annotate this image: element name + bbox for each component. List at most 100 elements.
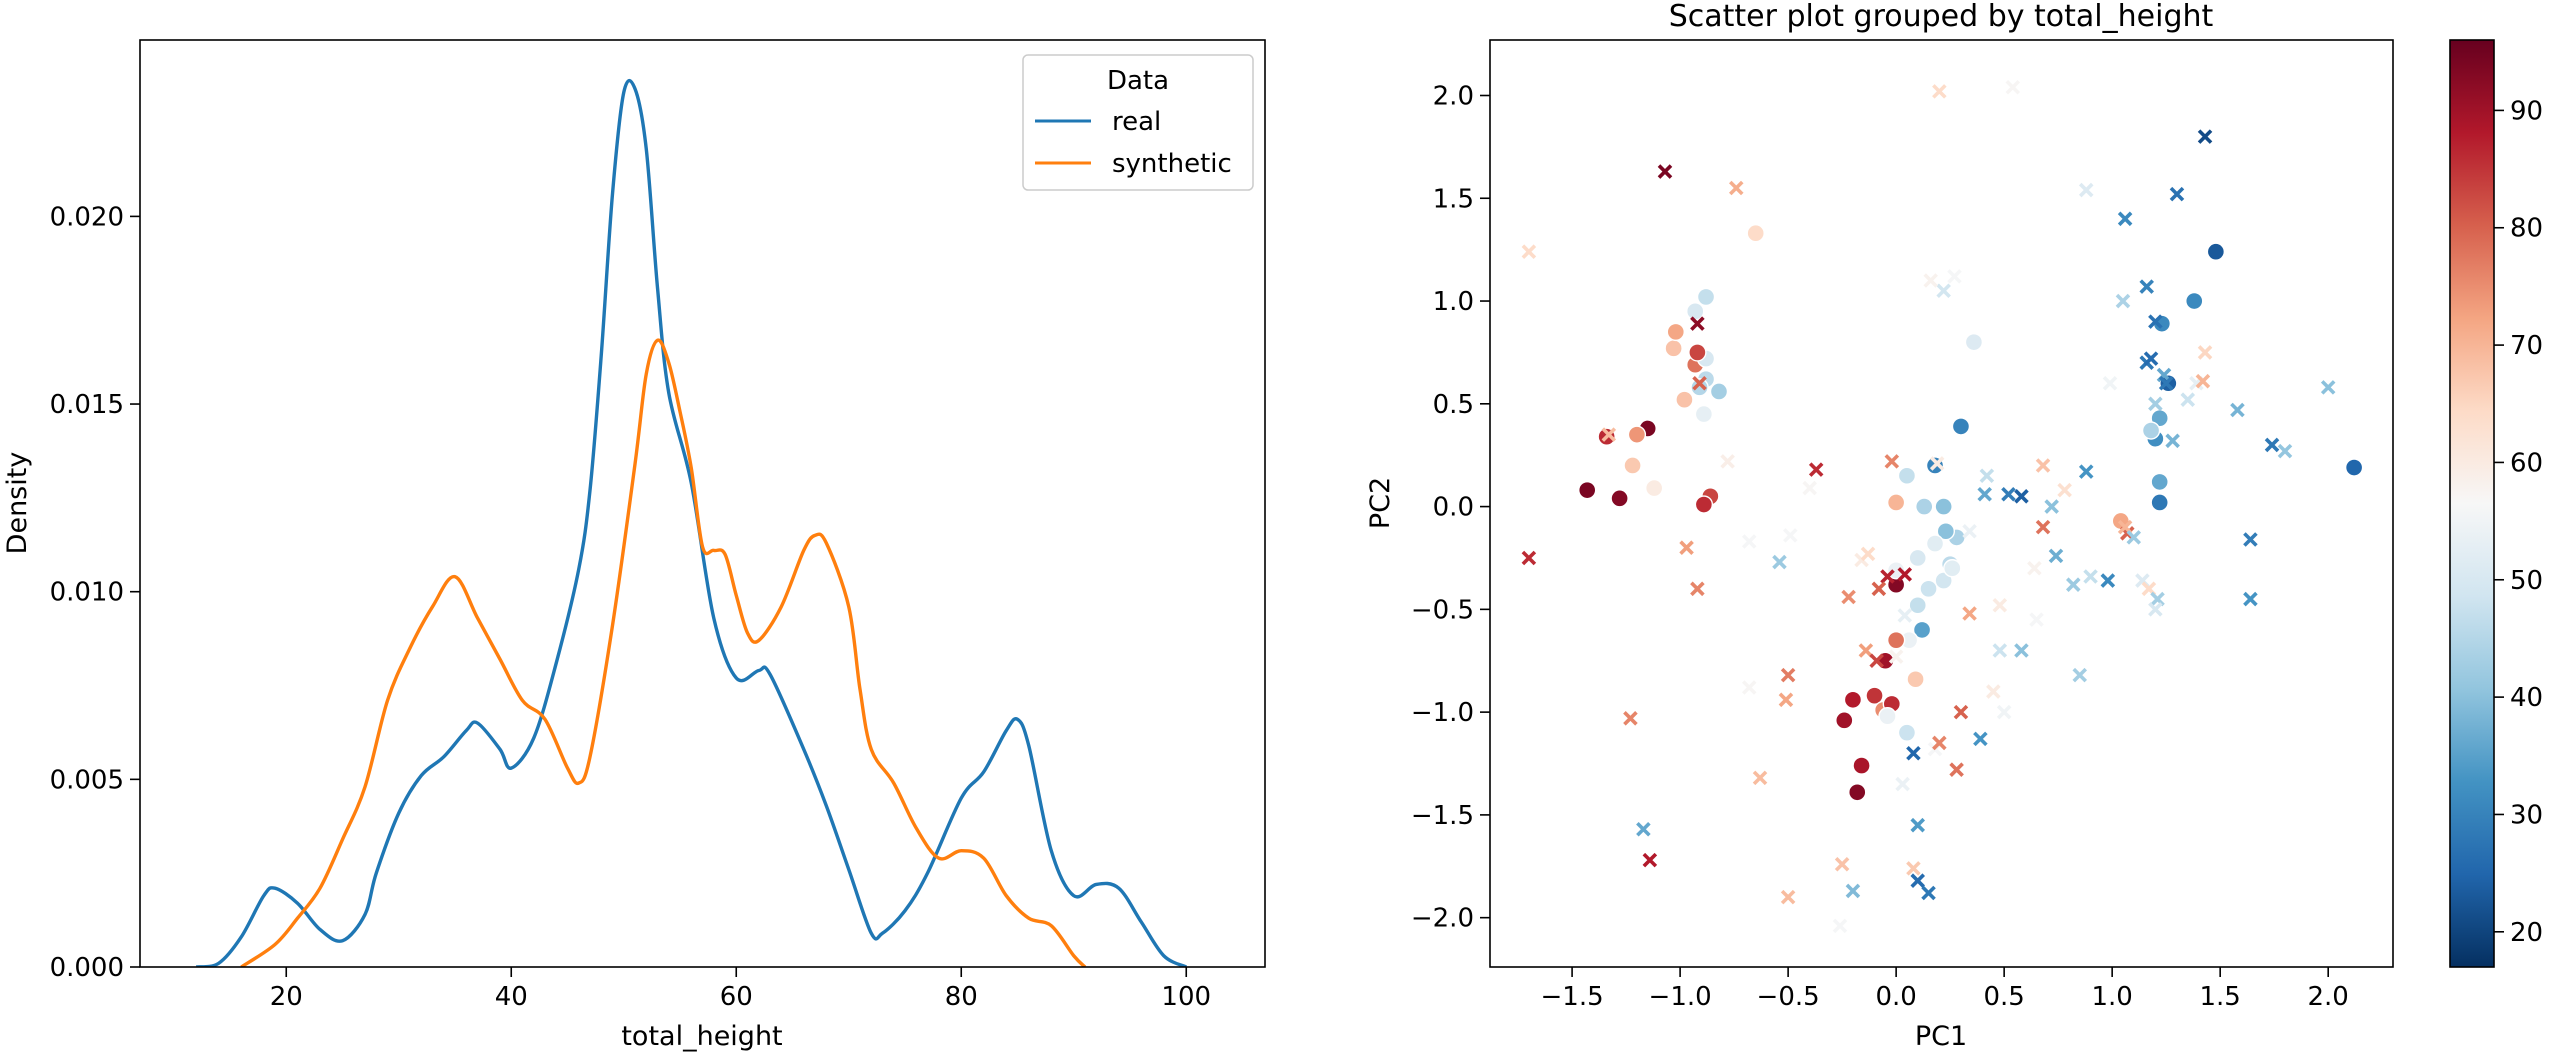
scatter-point-x [1869,653,1884,669]
scatter-x-marker [1910,873,1926,888]
scatter-point-x [1521,244,1537,259]
kde-chart: 20 40 60 80 100 0.000 0.005 0.010 0.015 0.020 to… [2,39,1266,1052]
scatter-x-marker [1936,283,1951,299]
scatter-point-circle [1908,548,1927,568]
scatter-point-circle [1897,723,1917,742]
scatter-x-marker [1642,852,1658,868]
scatter-x-marker [1858,643,1874,658]
scatter-x-marker [1923,273,1938,288]
scatter-point-circle [1746,224,1765,243]
scatter-point-x [1897,608,1913,623]
scatter-point-circle [1627,425,1647,444]
scatter-point-x [1778,692,1794,708]
scatter-x-marker [1884,454,1900,469]
scatter-point-x [2083,569,2098,584]
scatter-point-x [1690,316,1705,331]
legend-frame [1022,54,1254,191]
scatter-point-x [2027,560,2042,576]
scatter-title: Scatter plot grouped by total_height [1669,0,2214,34]
scatter-point-circle [1690,378,1709,397]
scatter-point-x [2169,186,2185,202]
colorbar-tick-label: 80 [2510,214,2543,244]
scatter-point-circle [1925,534,1945,553]
scatter-point-x [1906,745,1921,761]
scatter-x-marker [1780,667,1796,683]
x-tick-label: 20 [270,982,303,1012]
scatter-point-circle [1936,522,1956,541]
y-tick-label: 0.020 [50,202,124,232]
scatter-x-marker [2197,345,2213,360]
x-tick-label: 1.5 [2199,982,2240,1012]
scatter-point-x [2148,602,2163,617]
scatter-x-marker [1692,375,1707,391]
scatter-point-x [1741,680,1757,695]
y-tick-label: 0.010 [50,578,124,608]
scatter-point-circle [1709,382,1729,401]
scatter-point-x [2243,532,2258,547]
scatter-x-marker [1949,762,1964,777]
scatter-x-marker [1906,861,1921,876]
scatter-x-marker [2320,380,2336,395]
scatter-point-x [1936,283,1951,299]
scatter-point-x [1888,649,1904,664]
scatter-point-x [1921,885,1936,901]
scatter-point-x [1880,569,1895,584]
scatter-point-x [1910,817,1926,833]
scatter-x-marker [1869,653,1884,669]
y-tick-label: −1.0 [1411,698,1474,728]
scatter-x-marker [2143,351,2159,366]
scatter-point-x [2044,499,2059,514]
scatter-x-marker [1690,581,1705,597]
scatter-point-x [2143,351,2159,366]
scatter-x-marker [2180,392,2196,407]
y-tick-label: 2.0 [1433,81,1474,111]
scatter-point-x [1871,581,1887,597]
scatter-x-marker [1728,180,1744,196]
scatter-point-x [1962,523,1977,539]
scatter-point-x [1929,456,1945,471]
scatter-x-marker [2048,548,2064,564]
colorbar-tick-label: 90 [2510,96,2543,126]
scatter-x-marker [2158,375,2174,391]
x-tick-label: 0.0 [1875,982,1916,1012]
scatter-x-marker [2044,499,2059,514]
scatter-x-marker [2001,486,2016,502]
x-tick-label: 2.0 [2308,982,2349,1012]
kde-curves [195,78,1188,967]
scatter-point-x [1841,589,1856,605]
scatter-x-marker [2014,489,2029,504]
x-tick-label: 60 [720,982,753,1012]
scatter-x-marker [1690,316,1705,331]
scatter-point-x [2180,392,2196,407]
legend-label-synthetic: synthetic [1112,149,1232,179]
scatter-x-marker [1808,462,1824,477]
scatter-point-x [1772,554,1787,570]
scatter-x-marker [2083,569,2098,584]
scatter-point-circle [2344,458,2364,477]
scatter-point-x [2005,80,2021,95]
scatter-point-circle [1835,711,1854,730]
scatter-x-marker [2148,602,2163,617]
scatter-x-marker [2243,532,2258,547]
y-tick-label: −0.5 [1411,595,1474,625]
scatter-point-x [2001,486,2016,502]
scatter-point-x [1897,567,1913,582]
scatter-point-x [2158,375,2174,391]
scatter-x-marker [1802,480,1817,496]
scatter-x-marker [2243,591,2258,607]
scatter-y-ticks: −2.0 −1.5 −1.0 −0.5 0.0 0.5 1.0 1.5 2.0 [1411,81,1490,934]
scatter-point-circle [1886,493,1906,512]
scatter-point-x [1953,704,1969,720]
scatter-x-marker [2165,433,2180,449]
scatter-x-marker [1780,889,1796,905]
scatter-point-circle [1886,630,1906,650]
scatter-point-x [2197,345,2213,360]
scatter-point-circle [1934,497,1953,516]
scatter-x-marker [2035,519,2051,535]
scatter-x-marker [1992,597,2008,613]
scatter-point-x [2320,380,2336,395]
scatter-point-circle [1919,579,1938,599]
scatter-point-x [2148,396,2163,412]
scatter-point-x [2126,530,2142,545]
kde-plot-frame [139,39,1266,968]
